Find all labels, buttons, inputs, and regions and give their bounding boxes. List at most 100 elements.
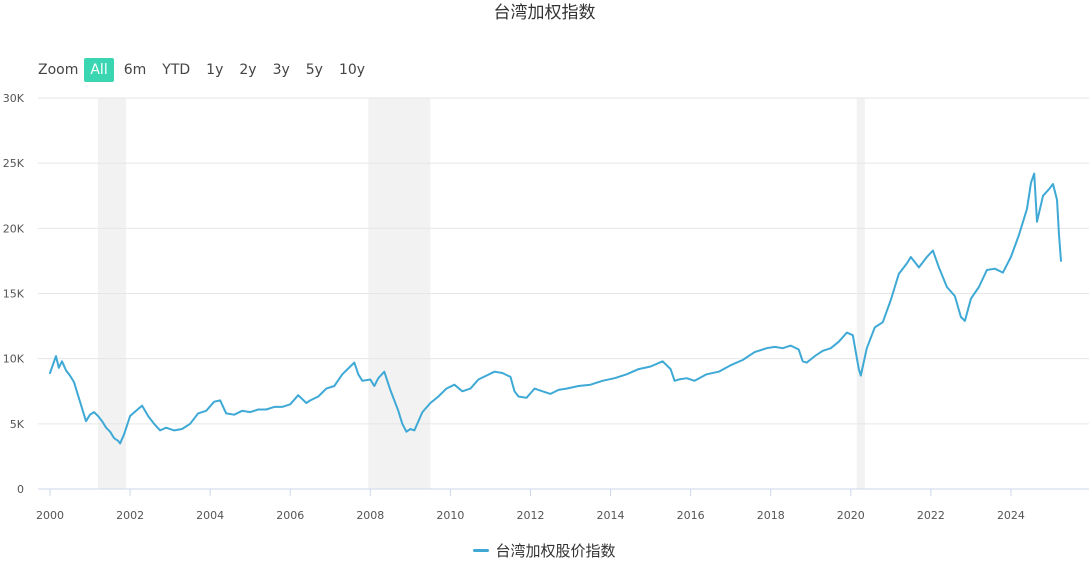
data-point[interactable] xyxy=(773,345,777,349)
data-point[interactable] xyxy=(857,367,861,371)
zoom-button-all[interactable]: All xyxy=(84,58,114,82)
data-point[interactable] xyxy=(460,389,464,393)
data-point[interactable] xyxy=(240,409,244,413)
data-point[interactable] xyxy=(264,407,268,411)
data-point[interactable] xyxy=(80,406,84,410)
data-point[interactable] xyxy=(781,346,785,350)
data-point[interactable] xyxy=(649,364,653,368)
data-point[interactable] xyxy=(224,411,228,415)
data-point[interactable] xyxy=(288,402,292,406)
data-point[interactable] xyxy=(705,372,709,376)
data-point[interactable] xyxy=(1051,182,1055,186)
data-point[interactable] xyxy=(88,413,92,417)
zoom-button-1y[interactable]: 1y xyxy=(206,62,224,78)
data-point[interactable] xyxy=(963,319,967,323)
chart-legend[interactable]: 台湾加权股价指数 xyxy=(0,538,1089,562)
data-point[interactable] xyxy=(118,441,122,445)
data-point[interactable] xyxy=(296,393,300,397)
data-point[interactable] xyxy=(851,333,855,337)
data-point[interactable] xyxy=(577,384,581,388)
data-point[interactable] xyxy=(789,344,793,348)
data-point[interactable] xyxy=(146,414,150,418)
data-point[interactable] xyxy=(256,407,260,411)
data-point[interactable] xyxy=(57,366,61,370)
data-point[interactable] xyxy=(484,374,488,378)
data-point[interactable] xyxy=(1035,220,1039,224)
zoom-button-6m[interactable]: 6m xyxy=(123,62,147,78)
series-line-0[interactable] xyxy=(49,172,1062,445)
data-point[interactable] xyxy=(508,375,512,379)
data-point[interactable] xyxy=(76,393,80,397)
data-point[interactable] xyxy=(272,405,276,409)
data-point[interactable] xyxy=(492,370,496,374)
data-point[interactable] xyxy=(128,414,132,418)
data-point[interactable] xyxy=(897,272,901,276)
data-point[interactable] xyxy=(865,346,869,350)
data-point[interactable] xyxy=(1029,181,1033,185)
data-point[interactable] xyxy=(396,409,400,413)
data-point[interactable] xyxy=(516,394,520,398)
data-point[interactable] xyxy=(68,374,72,378)
data-point[interactable] xyxy=(1032,172,1036,176)
data-point[interactable] xyxy=(72,380,76,384)
data-point[interactable] xyxy=(308,398,312,402)
data-point[interactable] xyxy=(400,422,404,426)
data-point[interactable] xyxy=(977,285,981,289)
data-point[interactable] xyxy=(613,376,617,380)
data-point[interactable] xyxy=(1017,233,1021,237)
data-point[interactable] xyxy=(388,388,392,392)
data-point[interactable] xyxy=(805,361,809,365)
data-point[interactable] xyxy=(637,367,641,371)
data-point[interactable] xyxy=(140,404,144,408)
data-point[interactable] xyxy=(100,419,104,423)
data-point[interactable] xyxy=(122,432,126,436)
data-point[interactable] xyxy=(985,268,989,272)
data-point[interactable] xyxy=(204,409,208,413)
data-point[interactable] xyxy=(324,387,328,391)
data-point[interactable] xyxy=(1059,259,1063,263)
data-point[interactable] xyxy=(1001,271,1005,275)
data-point[interactable] xyxy=(909,255,913,259)
data-point[interactable] xyxy=(280,405,284,409)
data-point[interactable] xyxy=(1057,233,1061,237)
zoom-button-2y[interactable]: 2y xyxy=(239,62,257,78)
data-point[interactable] xyxy=(134,409,138,413)
data-point[interactable] xyxy=(673,379,677,383)
data-point[interactable] xyxy=(420,410,424,414)
data-point[interactable] xyxy=(172,428,176,432)
data-point[interactable] xyxy=(837,340,841,344)
data-point[interactable] xyxy=(717,370,721,374)
data-point[interactable] xyxy=(540,389,544,393)
data-point[interactable] xyxy=(92,410,96,414)
data-point[interactable] xyxy=(1055,198,1059,202)
data-point[interactable] xyxy=(218,398,222,402)
data-point[interactable] xyxy=(1041,194,1045,198)
data-point[interactable] xyxy=(937,265,941,269)
data-point[interactable] xyxy=(693,379,697,383)
zoom-button-ytd[interactable]: YTD xyxy=(162,62,191,78)
data-point[interactable] xyxy=(428,401,432,405)
data-point[interactable] xyxy=(1025,207,1029,211)
data-point[interactable] xyxy=(188,422,192,426)
data-point[interactable] xyxy=(232,413,236,417)
zoom-button-10y[interactable]: 10y xyxy=(338,62,366,78)
data-point[interactable] xyxy=(360,379,364,383)
data-point[interactable] xyxy=(51,362,55,366)
zoom-button-3y[interactable]: 3y xyxy=(272,62,290,78)
data-point[interactable] xyxy=(524,396,528,400)
data-point[interactable] xyxy=(512,389,516,393)
data-point[interactable] xyxy=(917,265,921,269)
data-point[interactable] xyxy=(905,262,909,266)
data-point[interactable] xyxy=(340,372,344,376)
data-point[interactable] xyxy=(112,436,116,440)
data-point[interactable] xyxy=(212,400,216,404)
data-point[interactable] xyxy=(48,371,52,375)
data-point[interactable] xyxy=(348,364,352,368)
data-point[interactable] xyxy=(158,428,162,432)
data-point[interactable] xyxy=(436,394,440,398)
data-point[interactable] xyxy=(753,350,757,354)
data-point[interactable] xyxy=(248,410,252,414)
data-point[interactable] xyxy=(661,359,665,363)
data-point[interactable] xyxy=(356,372,360,376)
